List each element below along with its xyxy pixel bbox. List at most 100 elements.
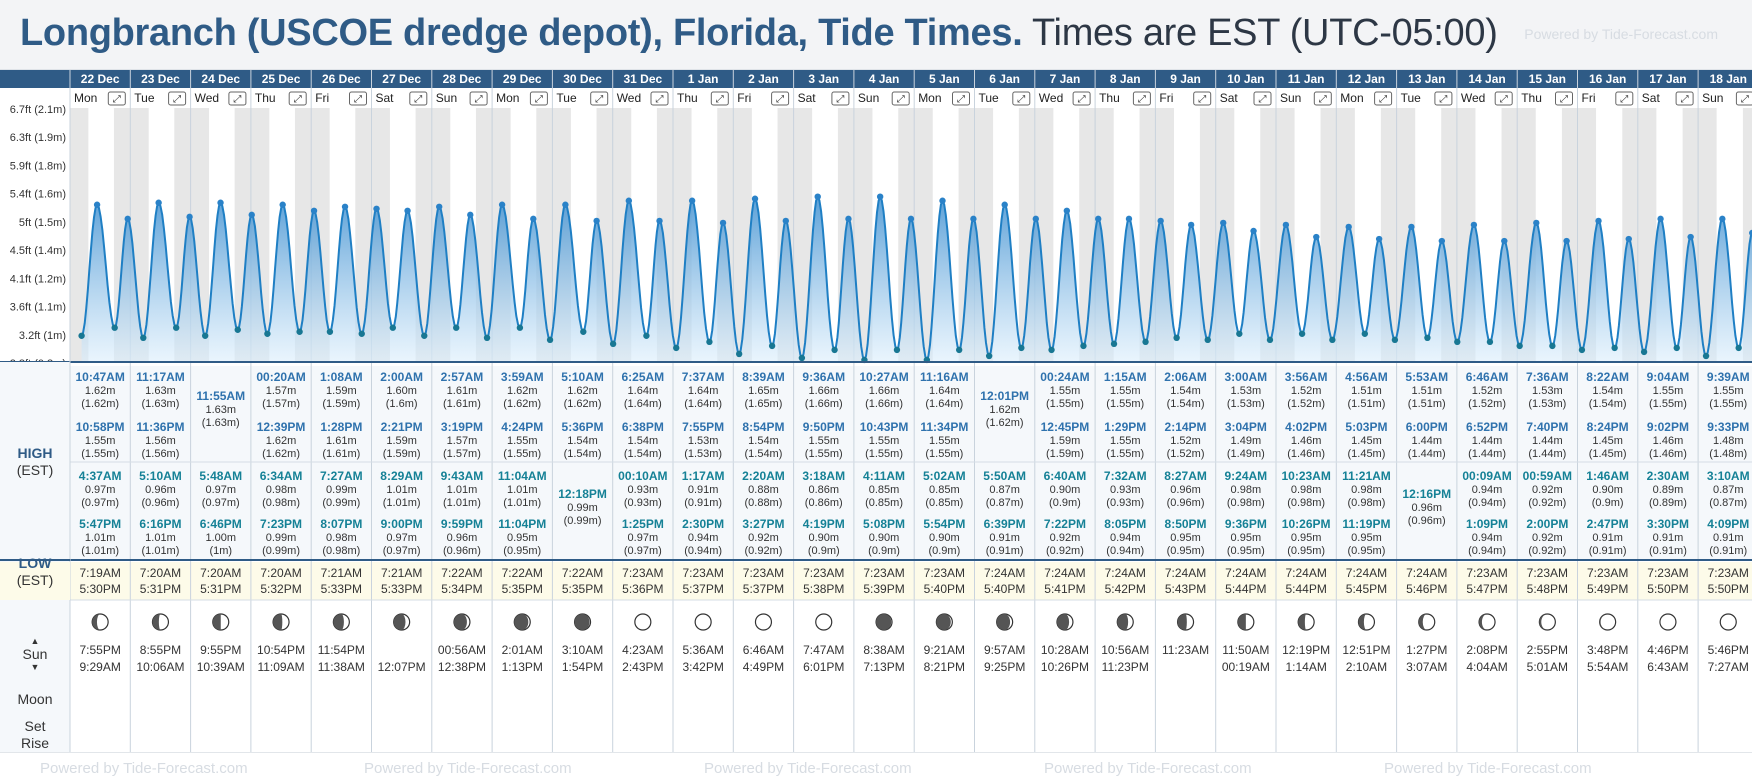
high-tide-point — [530, 215, 537, 223]
moonrise-time: 3:42PM — [682, 660, 723, 674]
tide-height: 0.91m — [1713, 532, 1744, 544]
expand-button[interactable] — [1615, 91, 1634, 106]
low-tide-point — [985, 352, 993, 360]
tide-time: 2:00PM — [1526, 517, 1568, 531]
expand-icon: ⤢ — [1379, 94, 1387, 105]
expand-button[interactable] — [288, 91, 307, 106]
expand-button[interactable] — [469, 91, 488, 106]
moon-phase-icon — [634, 613, 652, 631]
expand-button[interactable] — [1132, 91, 1151, 106]
high-tide-point — [593, 217, 600, 225]
high-tide-point — [1749, 229, 1752, 237]
tide-height: 1.54m — [628, 435, 659, 447]
expand-button[interactable] — [1555, 91, 1573, 106]
sunrise-time: 7:21AM — [321, 566, 362, 580]
expand-button[interactable] — [168, 91, 187, 106]
expand-button[interactable] — [107, 91, 126, 106]
sunrise-time: 7:19AM — [79, 566, 120, 580]
tide-grid: 6.7ft (2.1m) 6.3ft (1.9m) 5.9ft (1.8m) 5.4f… — [0, 70, 1752, 752]
date-label: 8 Jan — [1110, 72, 1141, 86]
tide-height: 0.94m — [688, 532, 719, 544]
sunset-time: 5:32PM — [260, 582, 301, 596]
expand-button[interactable] — [771, 91, 790, 106]
tide-time: 12:16PM — [1402, 487, 1451, 501]
sunset-time: 5:41PM — [1044, 582, 1085, 596]
tide-height: 1.53m — [688, 435, 719, 447]
y-axis-label: 3.6ft (1.1m) — [10, 302, 66, 314]
expand-button[interactable] — [1434, 91, 1453, 106]
tide-height: 1.44m — [1532, 435, 1563, 447]
expand-button[interactable] — [1735, 91, 1752, 106]
tide-time: 9:33PM — [1707, 420, 1749, 434]
expand-icon: ⤢ — [1078, 94, 1086, 105]
high-tide-point — [782, 217, 790, 225]
low-tide-point — [1110, 340, 1118, 348]
moonset-time: 12:51PM — [1342, 643, 1390, 657]
tide-time: 6:25AM — [622, 370, 665, 384]
expand-button[interactable] — [891, 91, 910, 106]
moonset-time: 2:08PM — [1466, 643, 1507, 657]
expand-button[interactable] — [1193, 91, 1212, 106]
date-label: 15 Jan — [1529, 72, 1566, 86]
tide-time: 3:04PM — [1225, 420, 1267, 434]
weekday-label: Fri — [1159, 91, 1173, 105]
expand-button[interactable] — [1313, 91, 1332, 106]
watermark: Powered by Tide-Forecast.com — [364, 760, 572, 777]
tide-height: 1.64m — [628, 385, 659, 397]
high-tide-point — [1157, 217, 1164, 225]
moonrise-time: 6:43AM — [1647, 660, 1688, 674]
high-label-text: HIGH — [17, 445, 53, 461]
tide-time: 9:36PM — [1225, 517, 1267, 531]
date-label: 22 Dec — [81, 72, 120, 86]
sunrise-time: 7:23AM — [682, 566, 723, 580]
expand-button[interactable] — [952, 91, 970, 106]
expand-button[interactable] — [349, 91, 367, 106]
expand-button[interactable] — [1012, 91, 1031, 106]
moonset-time: 11:23AM — [1162, 643, 1209, 657]
night-stripe — [1260, 108, 1276, 362]
weekday-label: Tue — [1401, 91, 1422, 105]
expand-button[interactable] — [228, 91, 247, 106]
tide-height-metric: (0.92m) — [1046, 545, 1084, 557]
tide-height-metric: (1.45m) — [1347, 448, 1385, 460]
expand-button[interactable] — [831, 91, 850, 106]
moonset-label: Set — [24, 718, 46, 734]
date-label: 28 Dec — [443, 72, 482, 86]
tide-height-metric: (1.66m) — [805, 398, 843, 410]
date-label: 16 Jan — [1589, 72, 1626, 86]
expand-icon: ⤢ — [595, 94, 603, 105]
moon-shadow — [1358, 614, 1367, 630]
moon-phase-icon — [754, 613, 773, 631]
sunset-time: 5:50PM — [1708, 582, 1749, 596]
expand-button[interactable] — [409, 91, 428, 106]
weekday-label: Fri — [1582, 91, 1596, 105]
tide-height: 0.90m — [929, 532, 960, 544]
tide-time: 7:23PM — [260, 517, 302, 531]
expand-button[interactable] — [1253, 91, 1272, 106]
high-tide-point — [1250, 227, 1257, 235]
weekday-label: Fri — [315, 91, 329, 105]
expand-button[interactable] — [1072, 91, 1091, 106]
low-tide-point — [326, 328, 334, 335]
expand-button[interactable] — [710, 91, 729, 106]
tide-time: 6:38PM — [622, 420, 664, 434]
date-label: 5 Jan — [929, 72, 960, 86]
tide-time: 8:27AM — [1164, 469, 1207, 483]
weekday-label: Wed — [195, 91, 219, 105]
expand-button[interactable] — [529, 91, 548, 106]
moon-shadow — [212, 614, 221, 630]
high-tide-point — [1095, 215, 1102, 223]
tide-height-metric: (1.51m) — [1408, 398, 1446, 410]
expand-button[interactable] — [590, 91, 609, 106]
tide-height-metric: (0.95m) — [1287, 545, 1325, 557]
sunset-time: 5:36PM — [622, 582, 663, 596]
expand-button[interactable] — [650, 91, 669, 106]
sunrise-time: 7:24AM — [1225, 566, 1266, 580]
night-stripe — [1742, 108, 1752, 362]
moonrise-time: 5:01AM — [1527, 660, 1568, 674]
expand-button[interactable] — [1494, 91, 1513, 106]
expand-button[interactable] — [1374, 91, 1393, 106]
expand-button[interactable] — [1675, 91, 1694, 106]
sunrise-time: 7:24AM — [1044, 566, 1085, 580]
tide-time: 9:43AM — [441, 469, 484, 483]
